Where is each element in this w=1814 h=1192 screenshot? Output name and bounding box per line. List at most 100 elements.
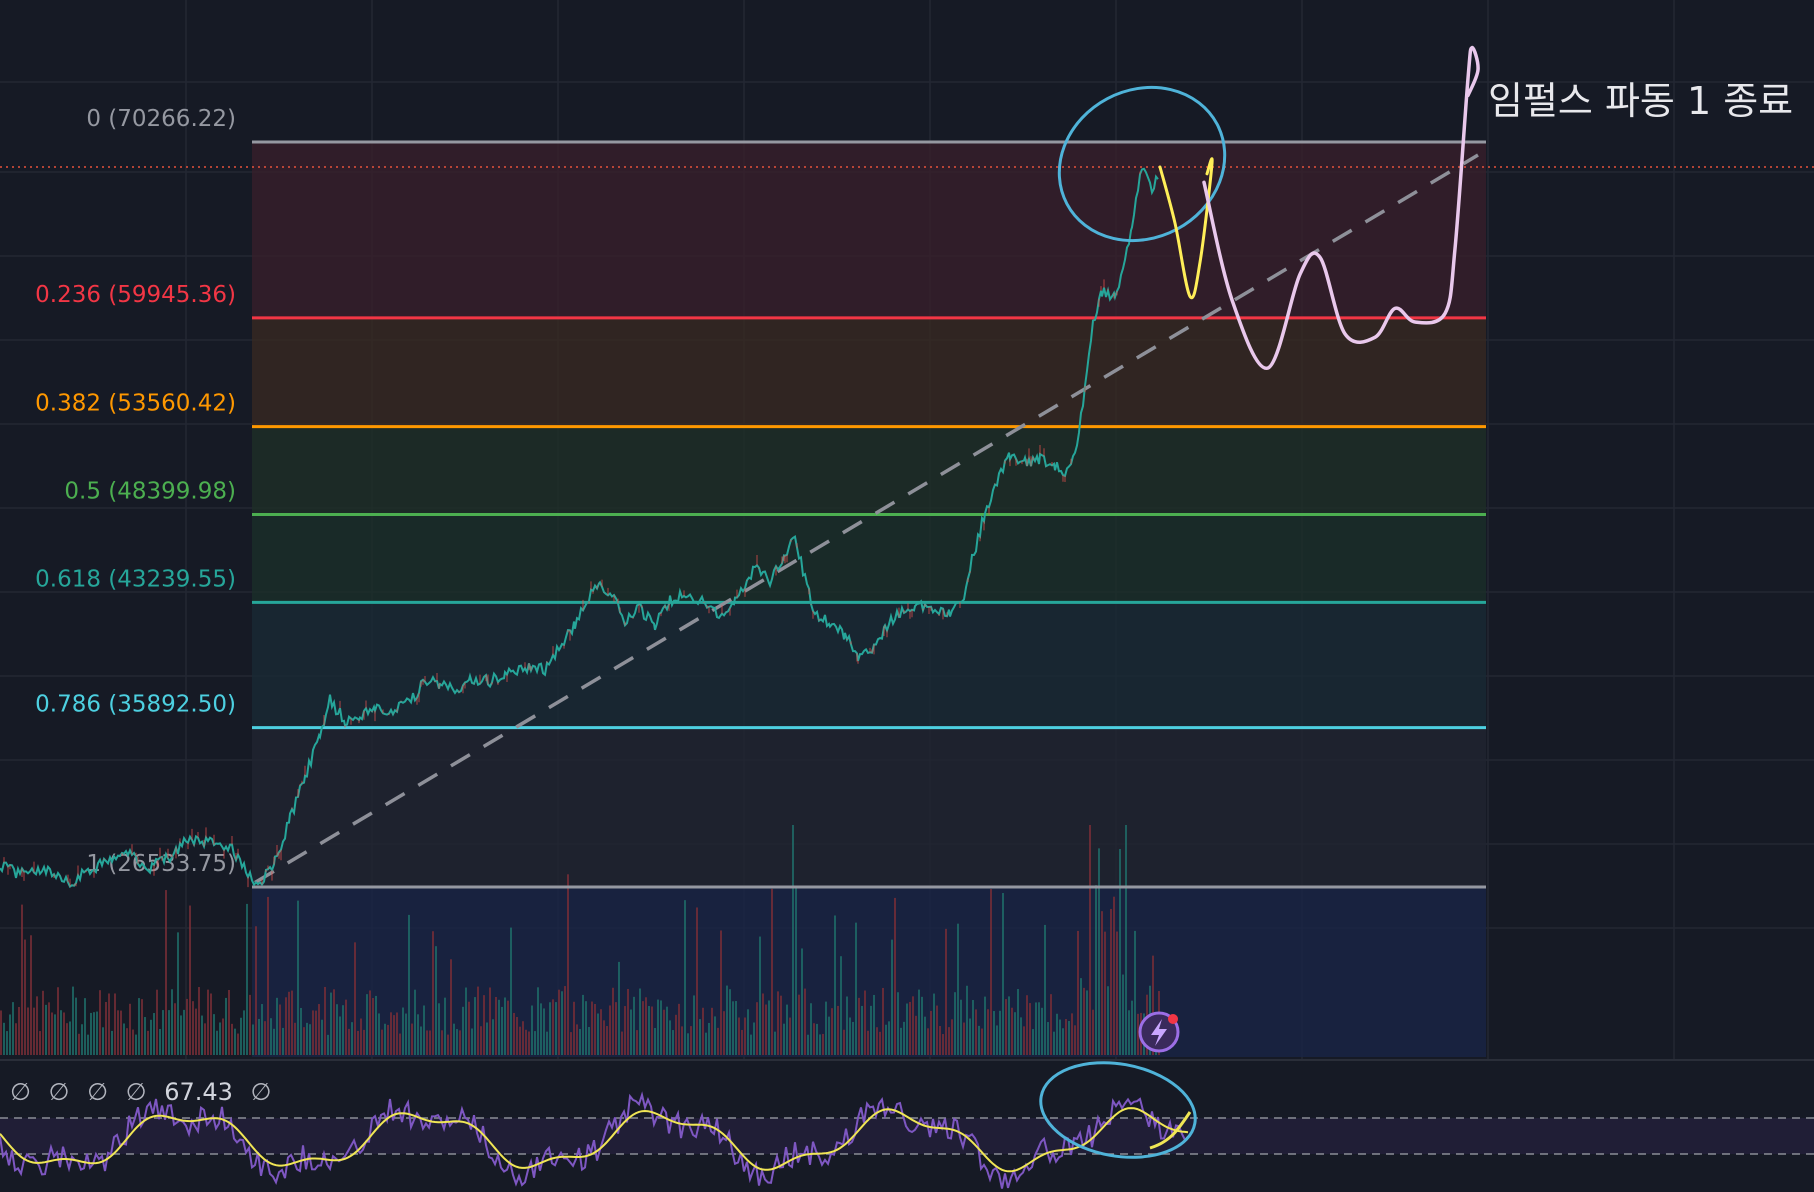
volume-bar [72, 986, 74, 1055]
volume-bar [828, 1016, 830, 1055]
volume-bar [999, 1010, 1001, 1055]
volume-bar [309, 1024, 311, 1055]
volume-bar [966, 985, 968, 1055]
volume-bar [1026, 995, 1028, 1055]
volume-bar [615, 1002, 617, 1055]
volume-bar [1098, 848, 1100, 1055]
volume-bar [219, 1022, 221, 1055]
volume-bar [42, 990, 44, 1055]
volume-bar [426, 1030, 428, 1055]
volume-bar [66, 1023, 68, 1055]
volume-bar [711, 1007, 713, 1055]
rsi-value-2: ∅ [48, 1078, 70, 1106]
volume-bar [609, 1005, 611, 1055]
volume-bar [936, 1005, 938, 1055]
volume-bar [444, 997, 446, 1055]
volume-bar [3, 1022, 5, 1055]
volume-bar [57, 987, 59, 1055]
volume-bar [402, 1007, 404, 1055]
volume-bar [357, 1030, 359, 1055]
volume-bar [954, 992, 956, 1055]
volume-bar [714, 1016, 716, 1055]
volume-bar [1119, 849, 1121, 1055]
fib-zone-fills [252, 142, 1486, 1057]
volume-bar [687, 1033, 689, 1055]
volume-bar [1005, 999, 1007, 1055]
volume-bar [1101, 911, 1103, 1055]
volume-bar [84, 998, 86, 1055]
volume-bar [1092, 1009, 1094, 1055]
projection-yellow-path[interactable] [1158, 157, 1214, 300]
fib-zone-4 [252, 602, 1486, 728]
volume-bar [381, 1029, 383, 1055]
volume-bar [1047, 1022, 1049, 1055]
volume-bar [237, 1033, 239, 1055]
volume-bar [291, 990, 293, 1055]
volume-bar [699, 1019, 701, 1055]
volume-bar [102, 1027, 104, 1055]
volume-bar [807, 1034, 809, 1055]
volume-bar [924, 1016, 926, 1055]
volume-bar [597, 1013, 599, 1055]
trendline[interactable] [254, 153, 1479, 884]
volume-bar [753, 1022, 755, 1055]
volume-bar [447, 1034, 449, 1055]
volume-bar [939, 1025, 941, 1055]
volume-bar [837, 1005, 839, 1055]
volume-bar [744, 1017, 746, 1055]
alert-icon[interactable] [1138, 1011, 1180, 1053]
fib-label-1: 1 (26533.75) [86, 851, 236, 877]
volume-bar [798, 994, 800, 1055]
volume-bar [336, 1004, 338, 1055]
rsi-value-main: 67.43 [164, 1078, 233, 1106]
volume-bar [414, 989, 416, 1055]
volume-bar [510, 927, 512, 1055]
volume-bar [30, 935, 32, 1055]
volume-bar [375, 995, 377, 1055]
volume-bar [165, 890, 167, 1055]
volume-bar [822, 1033, 824, 1055]
volume-bar [813, 1023, 815, 1055]
volume-bar [147, 1030, 149, 1055]
volume-bar [78, 1033, 80, 1055]
volume-bar [912, 996, 914, 1055]
volume-bar [423, 1005, 425, 1055]
projection-white-path[interactable] [1202, 45, 1480, 370]
volume-bar [204, 1023, 206, 1055]
volume-bar [198, 987, 200, 1055]
volume-bar [1110, 908, 1112, 1055]
volume-bar [720, 930, 722, 1055]
volume-bar [315, 1010, 317, 1055]
volume-bar [573, 1001, 575, 1055]
volume-bar [261, 1004, 263, 1055]
fib-zone-0 [252, 142, 1486, 318]
volume-bar [945, 928, 947, 1055]
volume-bar [603, 1020, 605, 1055]
rsi-projection[interactable] [1149, 1111, 1192, 1150]
volume-bar [477, 986, 479, 1055]
fib-label-0.618: 0.618 (43239.55) [35, 566, 236, 592]
volume-bar [825, 1001, 827, 1055]
annotation-circle-rsi[interactable] [1033, 1051, 1203, 1169]
volume-bar [495, 996, 497, 1055]
volume-bar [951, 1019, 953, 1055]
volume-bar [231, 1023, 233, 1055]
volume-bar [1056, 1013, 1058, 1055]
volume-bar [459, 1030, 461, 1055]
volume-bar [759, 936, 761, 1055]
rsi-value-3: ∅ [87, 1078, 108, 1106]
volume-bar [870, 1005, 872, 1055]
volume-bar [90, 1012, 92, 1055]
volume-bar [1089, 825, 1091, 1055]
volume-bar [1041, 1007, 1043, 1055]
volume-bar [942, 1034, 944, 1055]
volume-bar [321, 1019, 323, 1055]
volume-bar [558, 989, 560, 1055]
volume-bar [9, 1014, 11, 1055]
volume-bar [819, 1034, 821, 1055]
volume-bar [858, 997, 860, 1055]
volume-bar [771, 888, 773, 1055]
volume-bar [666, 1006, 668, 1055]
volume-bar [1095, 885, 1097, 1055]
